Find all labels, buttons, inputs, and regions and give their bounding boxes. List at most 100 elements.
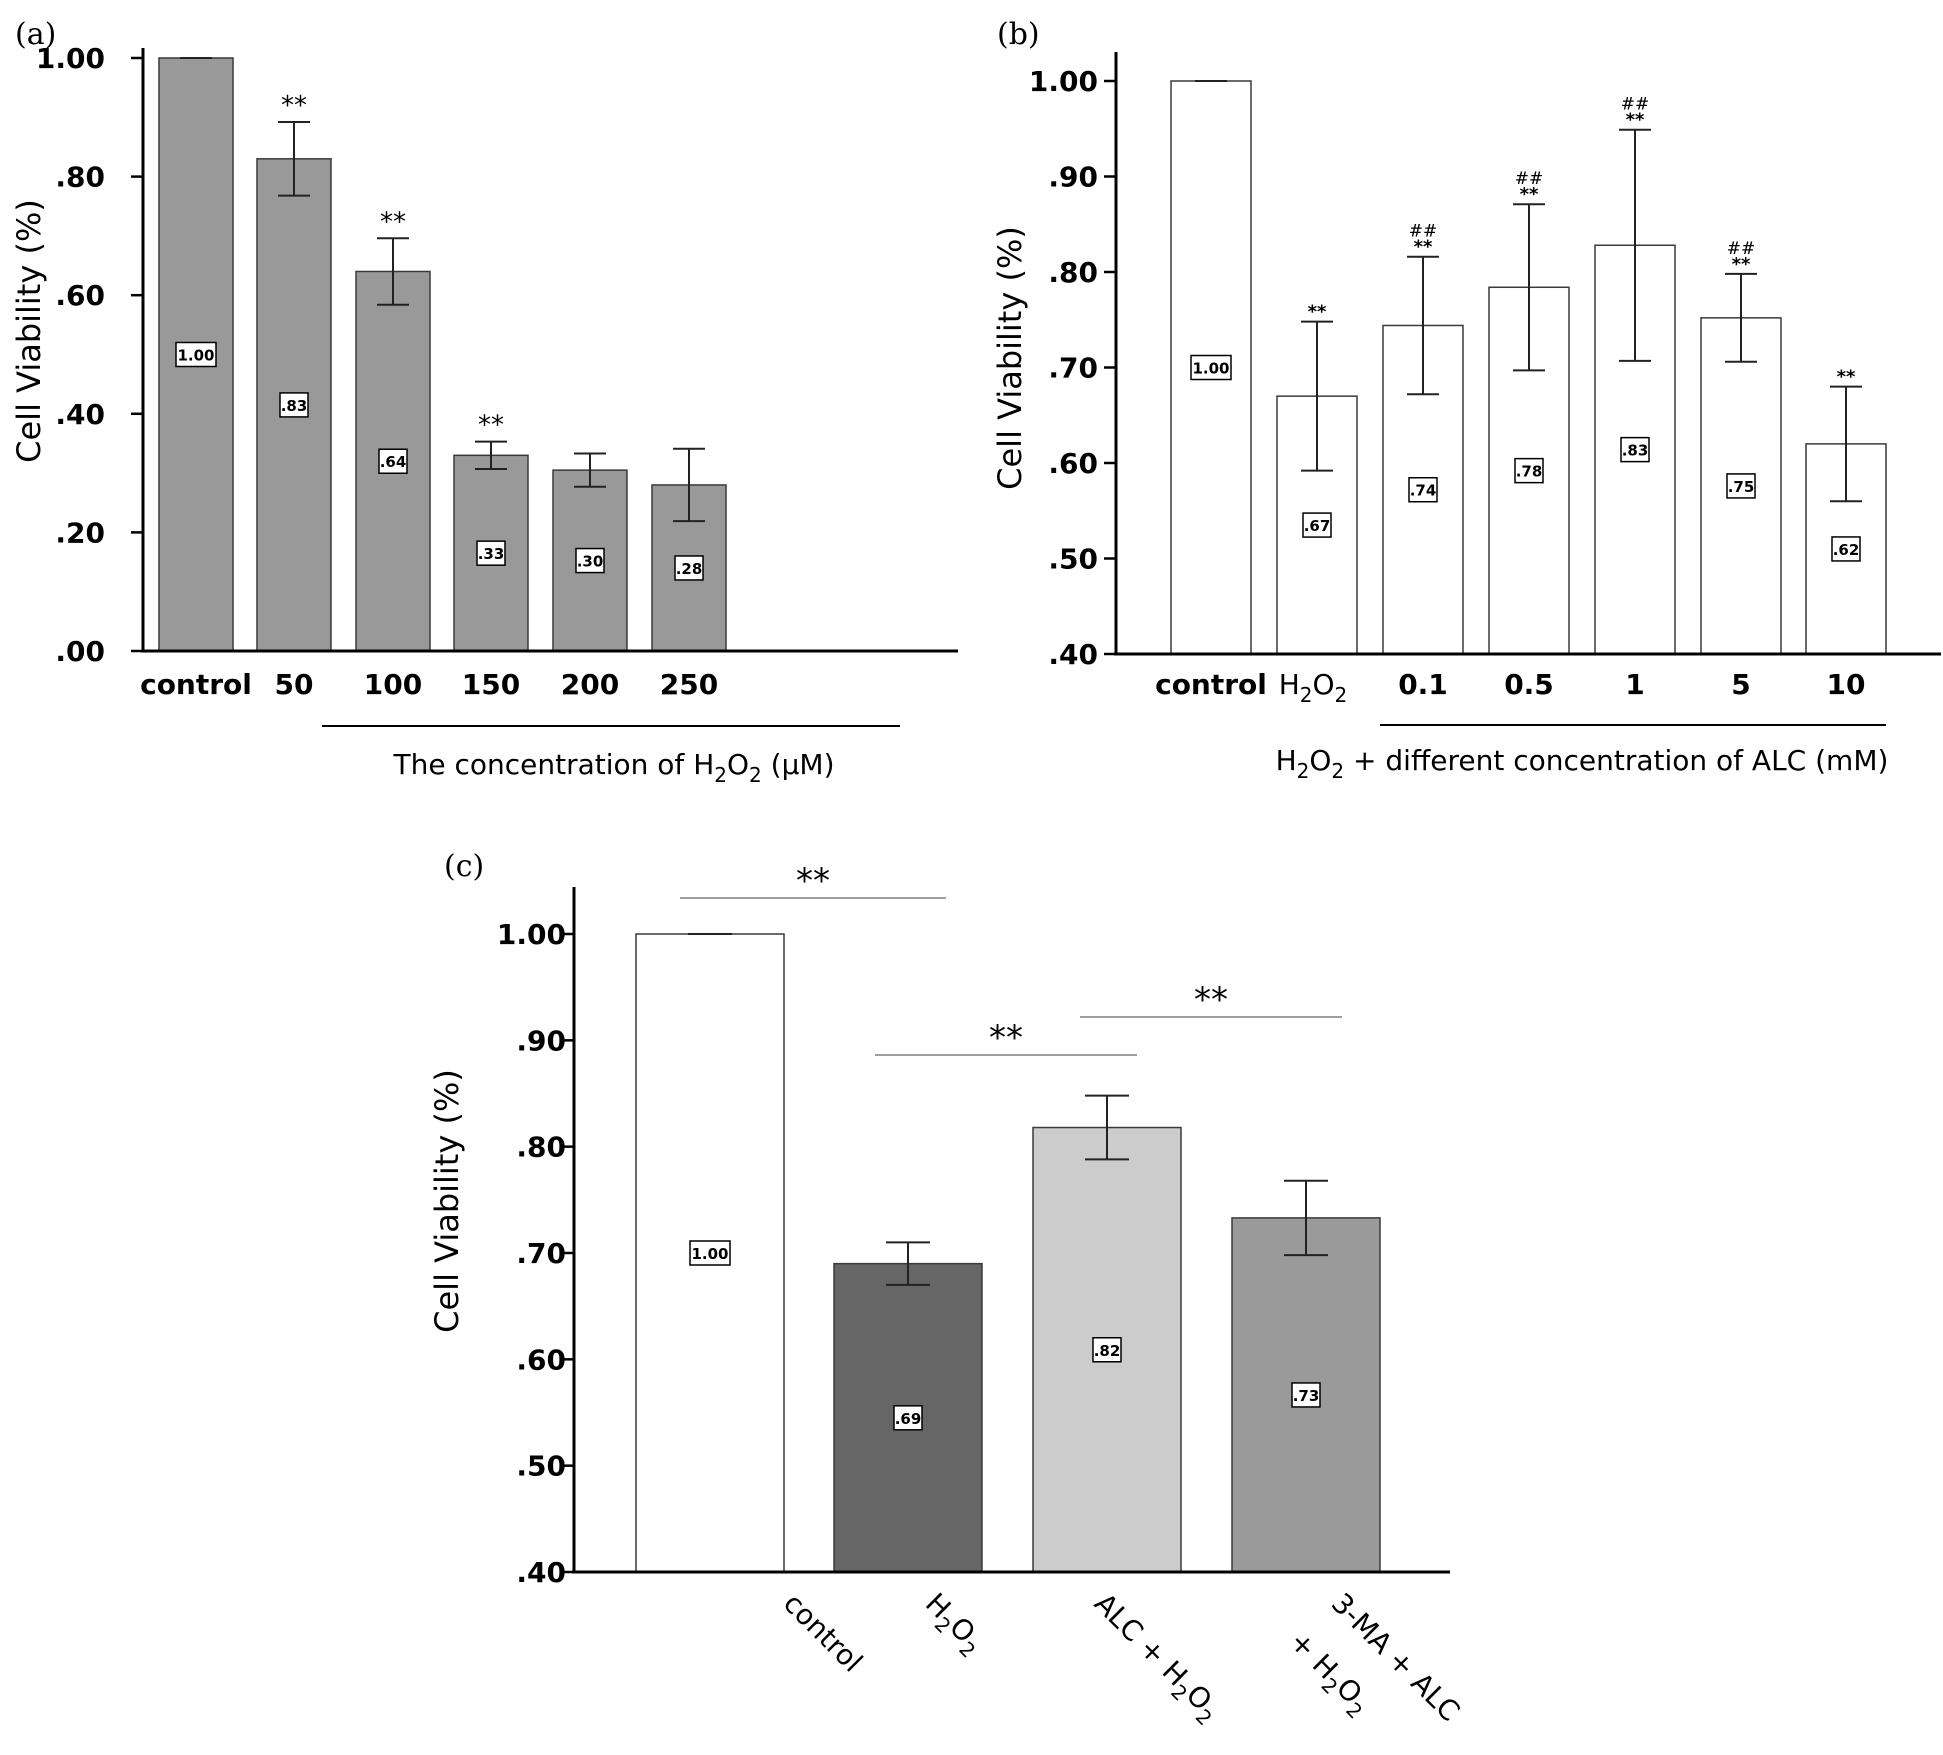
y-tick-label: .80	[55, 161, 105, 194]
value-label: .28	[676, 560, 703, 578]
y-tick-label: .60	[1048, 447, 1098, 480]
significance-mark: **	[1308, 302, 1327, 323]
value-label: 1.00	[1192, 360, 1229, 378]
y-tick-label: 1.00	[36, 42, 105, 75]
bracket-label: **	[1194, 980, 1228, 1020]
value-label: .75	[1728, 478, 1755, 496]
value-label: 1.00	[691, 1245, 728, 1263]
value-label-box	[893, 1405, 923, 1431]
value-label: .73	[1293, 1387, 1320, 1405]
hash-significance-mark: ##	[1621, 95, 1650, 115]
category-label: 0.1	[1398, 668, 1448, 701]
category-label: 10	[1827, 668, 1866, 701]
category-label: 1	[1625, 668, 1644, 701]
panel-b-bars: 1.00control.67**H2O2.74**##0.1.78**##0.5…	[1155, 80, 1887, 707]
y-tick-label: .80	[516, 1131, 566, 1164]
y-tick-label: 1.00	[1029, 65, 1098, 98]
significance-mark: **	[478, 411, 504, 441]
panel-c: (c) Cell Viability (%) .40 .50 .60 .70 .80 .9…	[428, 849, 1466, 1730]
bracket-label: **	[796, 861, 830, 901]
category-label: 0.5	[1504, 668, 1554, 701]
panel-a-y-axis-label: Cell Viability (%)	[10, 199, 48, 463]
y-tick-label: .60	[516, 1343, 566, 1376]
category-label: 50	[275, 668, 314, 701]
panel-a-letter: (a)	[15, 17, 56, 52]
hash-significance-mark: ##	[1727, 239, 1756, 259]
bar	[158, 57, 234, 652]
bar	[355, 270, 431, 652]
value-label-box	[674, 555, 704, 581]
significance-mark: **	[1837, 367, 1856, 388]
value-label: 1.00	[177, 347, 214, 365]
value-label: .62	[1833, 541, 1860, 559]
category-label: 100	[364, 668, 422, 701]
value-label-box	[279, 392, 309, 418]
y-tick-label: .20	[55, 516, 105, 549]
panel-a-y-ticks: .00 .20 .40 .60 .80 1.00	[36, 42, 143, 668]
value-label-box	[1514, 457, 1544, 484]
value-label-box	[1302, 512, 1332, 538]
panel-b-y-ticks: .40 .50 .60 .70 .80 .90 1.00	[1029, 65, 1116, 671]
panel-a: (a) Cell Viability (%) .00 .20 .40 .60 .80 1.…	[10, 17, 958, 787]
category-label: 250	[660, 668, 718, 701]
y-tick-label: .50	[1048, 543, 1098, 576]
category-label: H2O2	[1279, 668, 1348, 707]
value-label-box	[1291, 1382, 1321, 1408]
value-label-box	[689, 1240, 731, 1266]
value-label: .33	[478, 545, 505, 563]
value-label-box	[175, 341, 217, 368]
significance-mark: **	[1626, 110, 1645, 131]
value-label: .30	[577, 553, 604, 571]
y-tick-label: .50	[516, 1450, 566, 1483]
panel-a-x-axis-label: The concentration of H2O2 (μM)	[393, 748, 835, 787]
y-tick-label: .70	[516, 1237, 566, 1270]
panel-c-cat-label-control: control	[777, 1587, 869, 1679]
hash-significance-mark: ##	[1409, 222, 1438, 242]
y-tick-label: 1.00	[497, 918, 566, 951]
panel-c-letter: (c)	[444, 849, 484, 884]
panel-b-y-axis-label: Cell Viability (%)	[991, 226, 1029, 490]
hash-significance-mark: ##	[1515, 169, 1544, 189]
category-label: 150	[462, 668, 520, 701]
value-label-box	[1831, 536, 1861, 562]
value-label: .83	[1622, 442, 1649, 460]
value-label-box	[378, 448, 408, 474]
value-label: .83	[281, 397, 308, 415]
value-label: .82	[1094, 1342, 1121, 1360]
category-label: control	[1155, 668, 1267, 701]
panel-c-y-ticks: .40 .50 .60 .70 .80 .90 1.00	[497, 918, 574, 1589]
significance-mark: **	[380, 207, 406, 237]
y-tick-label: .00	[55, 635, 105, 668]
category-label: 200	[561, 668, 619, 701]
panel-c-bars: 1.00 .69 .82 .73	[635, 933, 1381, 1573]
value-label-box	[476, 540, 506, 566]
panel-c-cat-label-h2o2: H2O2	[915, 1587, 991, 1663]
significance-mark: **	[1732, 254, 1751, 275]
value-label: .78	[1516, 463, 1543, 481]
y-tick-label: .40	[55, 398, 105, 431]
y-tick-label: .40	[1048, 638, 1098, 671]
panel-b-letter: (b)	[997, 17, 1040, 52]
y-tick-label: .70	[1048, 352, 1098, 385]
y-tick-label: .60	[55, 279, 105, 312]
value-label-box	[1092, 1337, 1122, 1363]
value-label: .67	[1304, 517, 1331, 535]
category-label: control	[140, 668, 252, 701]
value-label: .64	[380, 453, 407, 471]
category-label: 5	[1731, 668, 1750, 701]
panel-b-x-axis-label: H2O2 + different concentration of ALC (m…	[1276, 744, 1889, 783]
value-label: .74	[1410, 482, 1437, 500]
value-label-box	[1408, 476, 1438, 503]
y-tick-label: .80	[1048, 256, 1098, 289]
value-label-box	[575, 547, 605, 574]
y-tick-label: .40	[516, 1556, 566, 1589]
bracket-label: **	[989, 1018, 1023, 1058]
value-label: .69	[895, 1410, 922, 1428]
significance-mark: **	[1414, 237, 1433, 258]
panel-c-significance-brackets: ** ** **	[680, 861, 1342, 1058]
y-tick-label: .90	[1048, 161, 1098, 194]
value-label-box	[1190, 354, 1232, 381]
panel-c-cat-label-alc-h2o2: ALC + H2O2	[1084, 1587, 1228, 1731]
significance-mark: **	[1520, 184, 1539, 205]
